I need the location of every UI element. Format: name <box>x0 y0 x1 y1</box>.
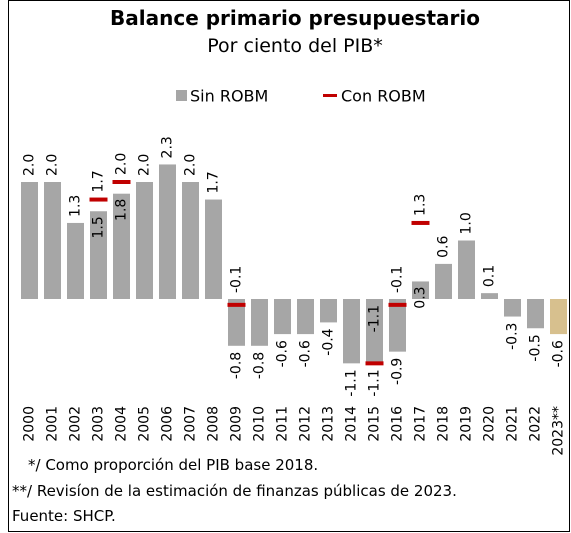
value-label: 2.0 <box>183 154 199 176</box>
bar <box>527 299 544 329</box>
bar <box>550 299 567 335</box>
value-label: -0.3 <box>505 323 521 350</box>
bar <box>21 182 38 299</box>
value-label: 2.3 <box>160 136 176 158</box>
value-label: -0.8 <box>229 352 245 379</box>
note: **/ Revisíon de la estimación de finanza… <box>12 482 457 500</box>
bar <box>67 222 84 299</box>
marker <box>411 220 430 225</box>
value-label: -0.6 <box>551 340 567 367</box>
bar <box>182 182 199 299</box>
bar <box>159 164 176 299</box>
x-tick-label: 2002 <box>68 406 84 442</box>
value-label: 1.0 <box>459 212 475 234</box>
chart-title: Balance primario presupuestario <box>110 6 480 30</box>
note: Fuente: SHCP. <box>12 507 116 525</box>
bar <box>389 299 406 352</box>
bar <box>274 299 291 335</box>
marker <box>112 180 131 184</box>
bar <box>366 299 383 364</box>
x-tick-label: 2014 <box>344 406 360 442</box>
marker <box>227 302 246 307</box>
x-tick-label: 2000 <box>22 406 38 442</box>
bar <box>504 299 521 317</box>
marker <box>365 361 384 366</box>
value-label: -0.9 <box>390 358 406 385</box>
x-tick-label: 2006 <box>160 406 176 442</box>
value-label: 2.0 <box>45 154 61 176</box>
marker <box>89 197 108 202</box>
value-label: -0.6 <box>275 340 291 367</box>
x-tick-label: 2015 <box>367 406 383 442</box>
x-tick-label: 2010 <box>252 406 268 442</box>
x-tick-label: 2017 <box>413 406 429 442</box>
value-label: 1.7 <box>206 171 222 193</box>
x-tick-label: 2012 <box>298 406 314 442</box>
bar <box>412 281 429 299</box>
marker <box>388 302 407 307</box>
x-tick-label: 2004 <box>114 406 130 442</box>
value-label: -1.1 <box>367 305 383 332</box>
bar <box>343 299 360 364</box>
value-label: -0.6 <box>298 340 314 367</box>
x-tick-label: 2007 <box>183 406 199 442</box>
value-label: 1.3 <box>68 195 84 217</box>
bar <box>228 299 245 346</box>
x-tick-label: 2021 <box>505 406 521 442</box>
value-label: 1.5 <box>91 216 107 238</box>
chart-subtitle: Por ciento del PIB* <box>207 35 383 57</box>
value-label: -0.5 <box>528 334 544 361</box>
x-tick-label: 2023** <box>551 406 567 456</box>
value-label: -0.4 <box>321 328 337 355</box>
bar <box>297 299 314 335</box>
value-label: 1.8 <box>114 199 130 221</box>
bar <box>320 299 337 323</box>
x-tick-label: 2022 <box>528 406 544 442</box>
bar <box>205 199 222 299</box>
x-tick-label: 2005 <box>137 406 153 442</box>
value-label: -0.1 <box>390 266 406 293</box>
value-label: 2.0 <box>22 154 38 176</box>
bar <box>481 293 498 299</box>
x-tick-label: 2018 <box>436 406 452 442</box>
x-tick-label: 2009 <box>229 406 245 442</box>
value-label: 1.3 <box>413 194 429 216</box>
value-label: -0.1 <box>229 266 245 293</box>
value-label: -1.1 <box>344 369 360 396</box>
value-label: 2.0 <box>137 154 153 176</box>
bar <box>113 193 130 299</box>
legend-swatch <box>323 94 337 97</box>
value-label: 1.7 <box>91 170 107 192</box>
value-label: 0.3 <box>413 286 429 308</box>
value-label: -1.1 <box>367 369 383 396</box>
x-tick-label: 2003 <box>91 406 107 442</box>
x-tick-label: 2020 <box>482 406 498 442</box>
bar <box>44 182 61 299</box>
x-tick-label: 2019 <box>459 406 475 442</box>
legend-label: Sin ROBM <box>190 87 268 106</box>
value-label: 0.6 <box>436 236 452 258</box>
x-tick-label: 2001 <box>45 406 61 442</box>
note: */ Como proporción del PIB base 2018. <box>28 456 318 474</box>
value-label: 0.1 <box>482 265 498 287</box>
x-tick-label: 2016 <box>390 406 406 442</box>
value-label: -0.8 <box>252 352 268 379</box>
value-label: 2.0 <box>114 153 130 175</box>
frame <box>8 0 570 532</box>
x-tick-label: 2008 <box>206 406 222 442</box>
bar <box>136 182 153 299</box>
bar <box>251 299 268 346</box>
x-tick-label: 2013 <box>321 406 337 442</box>
legend-label: Con ROBM <box>341 87 426 106</box>
x-tick-label: 2011 <box>275 406 291 442</box>
bar <box>458 240 475 299</box>
bar <box>90 211 107 299</box>
legend-swatch <box>176 90 187 101</box>
bar <box>435 263 452 299</box>
